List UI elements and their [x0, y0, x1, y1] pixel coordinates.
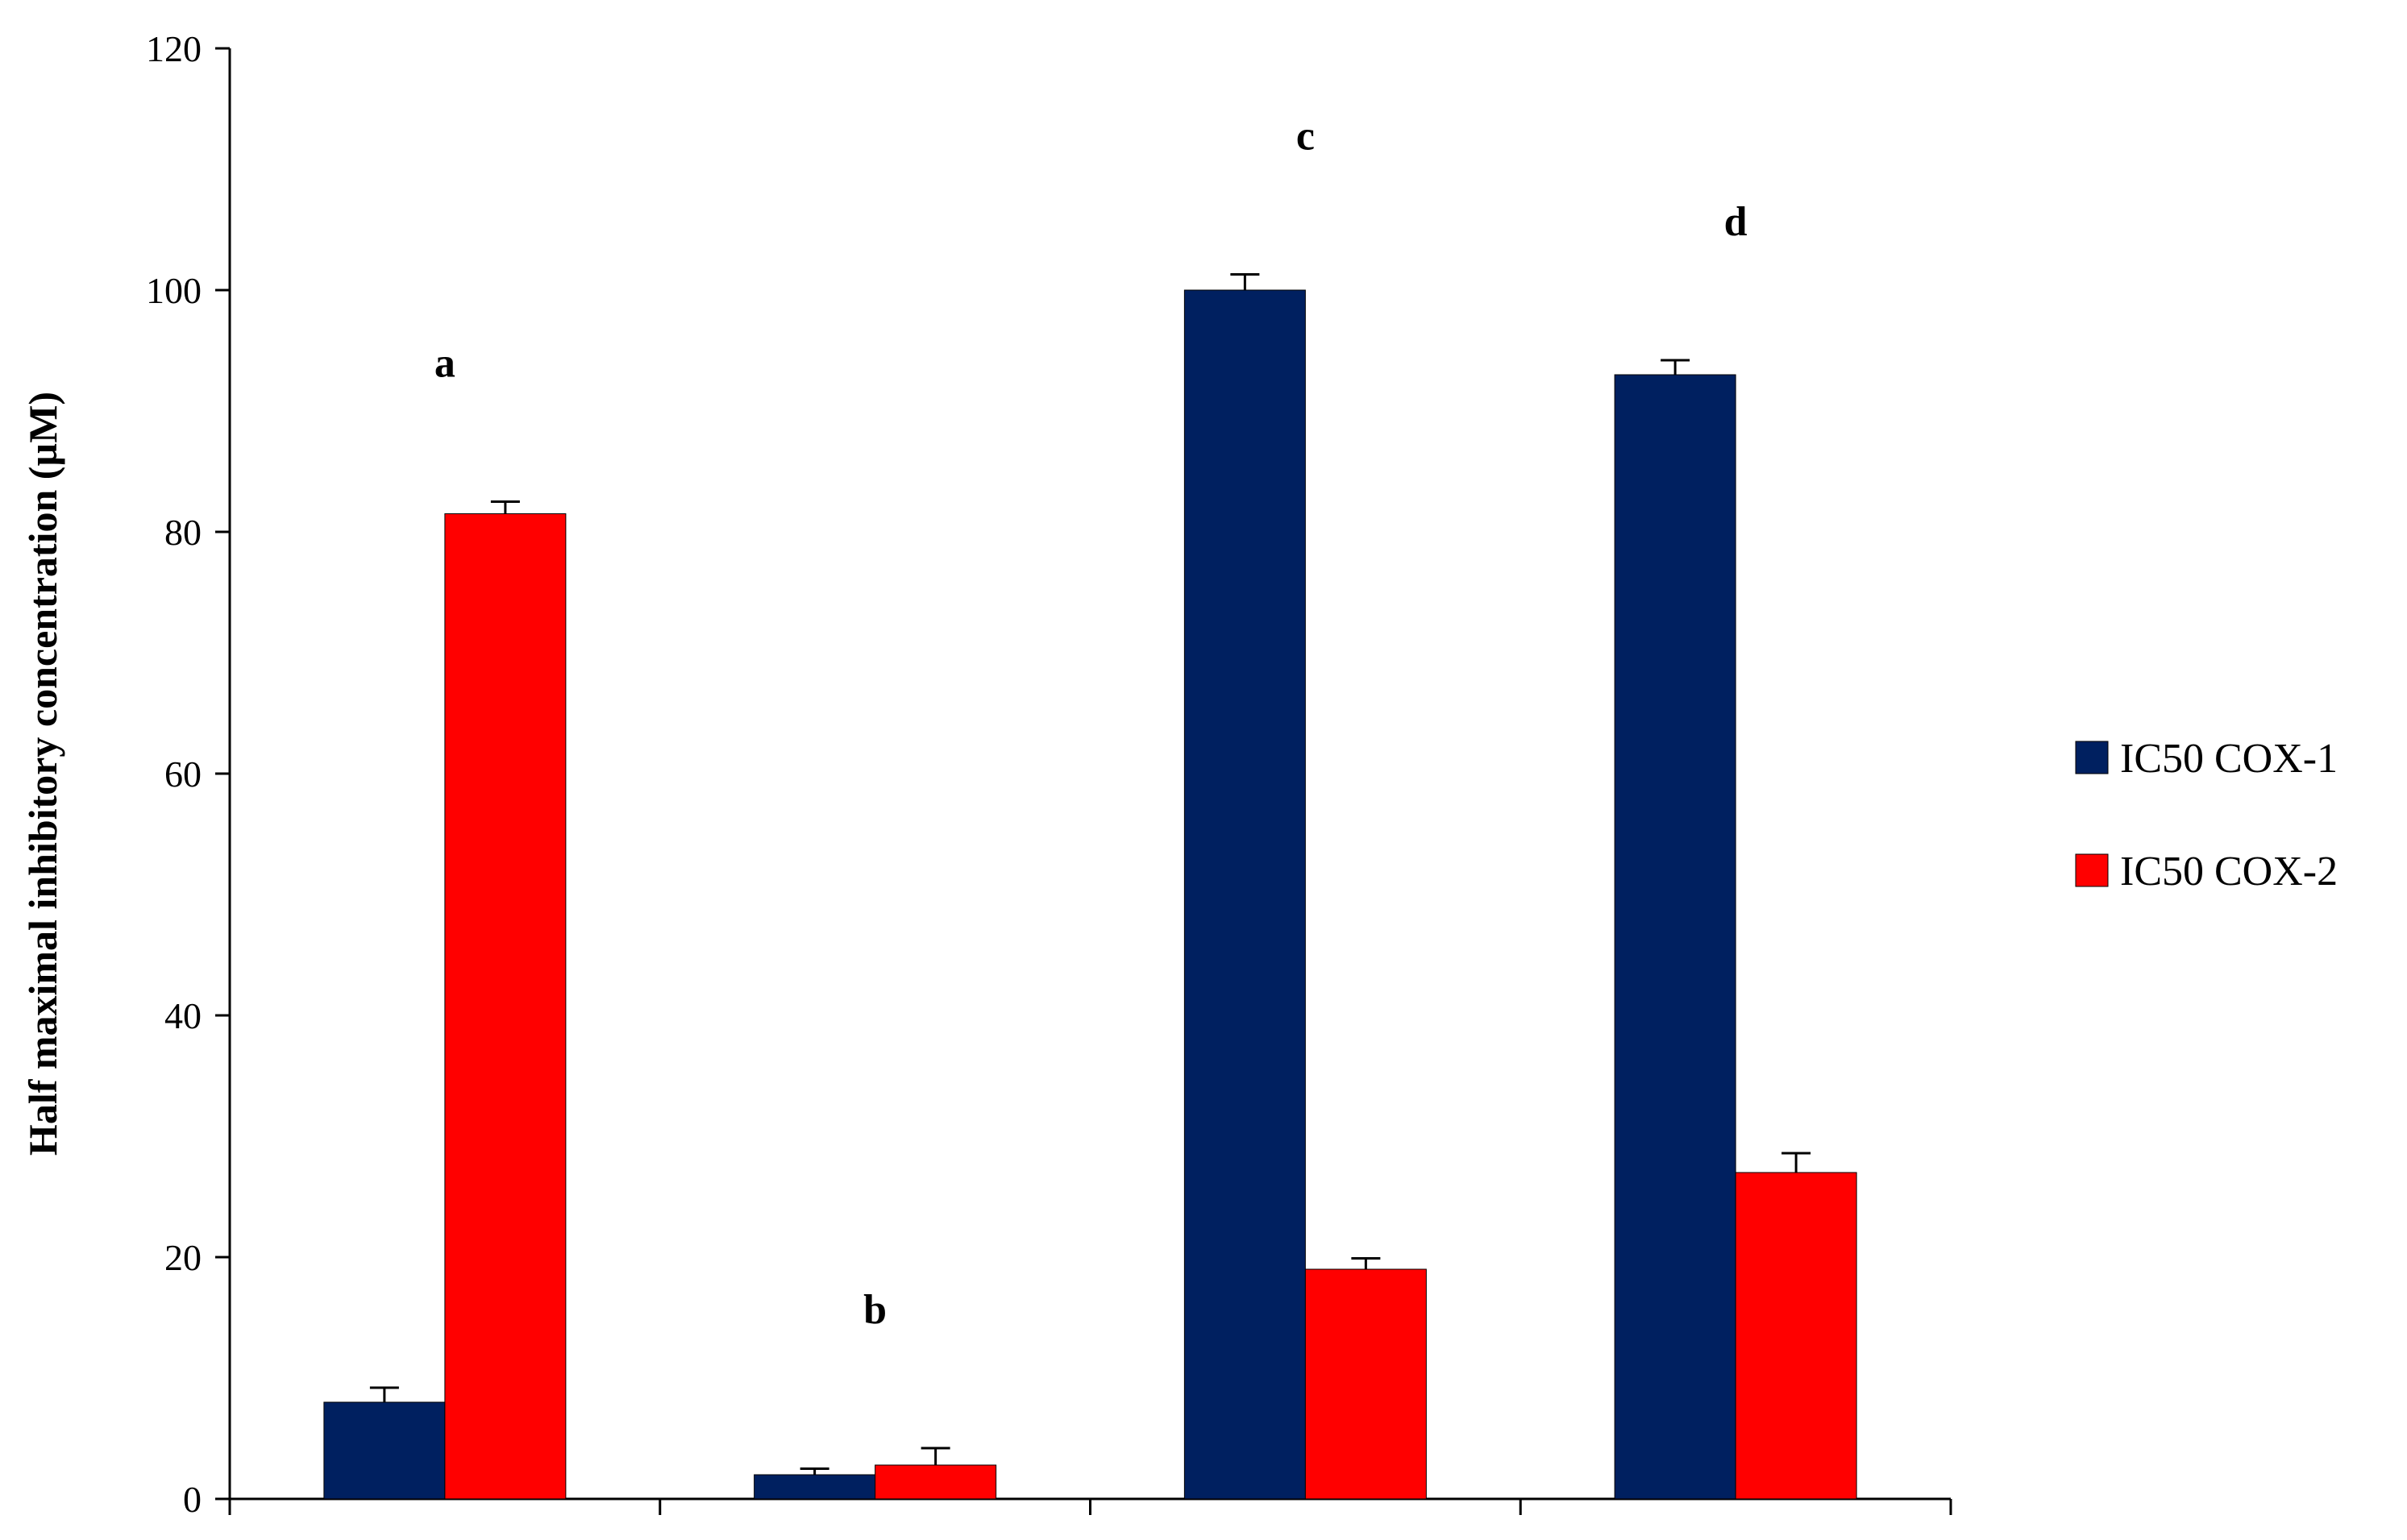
category-label: d: [1724, 199, 1748, 245]
category-label: b: [863, 1287, 887, 1333]
bar: [444, 513, 567, 1500]
legend-swatch: [2075, 853, 2109, 887]
bar: [1735, 1172, 1857, 1500]
y-tick-label: 100: [146, 270, 202, 311]
y-axis-title: Half maximal inhibitory concentration (µ…: [20, 392, 65, 1156]
legend-label: IC50 COX-1: [2120, 736, 2338, 782]
bar: [1304, 1268, 1427, 1500]
legend-label: IC50 COX-2: [2120, 849, 2338, 895]
y-tick-label: 0: [183, 1479, 202, 1520]
legend-swatch: [2075, 741, 2109, 774]
bar: [1183, 289, 1306, 1500]
y-tick-label: 40: [164, 995, 202, 1036]
bar: [875, 1464, 997, 1500]
y-tick-label: 20: [164, 1237, 202, 1278]
y-tick-label: 120: [146, 28, 202, 69]
bar: [754, 1474, 876, 1500]
bar: [1614, 374, 1736, 1500]
category-label: c: [1296, 114, 1315, 160]
y-tick-label: 80: [164, 512, 202, 553]
y-tick-label: 60: [164, 753, 202, 795]
category-label: a: [434, 341, 455, 387]
bar: [323, 1401, 446, 1500]
